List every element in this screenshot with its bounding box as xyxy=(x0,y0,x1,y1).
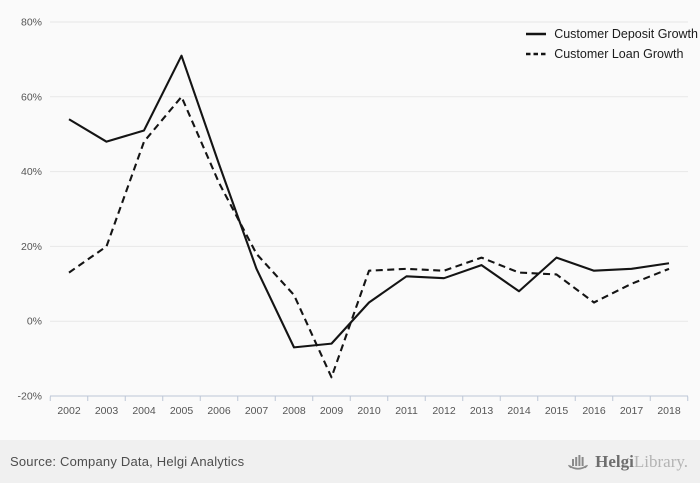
x-tick-label: 2014 xyxy=(507,405,531,417)
dashed-line-marker xyxy=(526,52,547,56)
chart-legend: Customer Deposit Growth Customer Loan Gr… xyxy=(525,24,698,64)
x-tick-label: 2008 xyxy=(282,405,306,417)
y-tick-label: 80% xyxy=(21,17,42,29)
x-tick-label: 2003 xyxy=(95,405,119,417)
legend-label-deposit-growth: Customer Deposit Growth xyxy=(554,27,698,41)
x-tick-label: 2017 xyxy=(620,405,644,417)
helgi-library-logo[interactable]: Helgi Library. xyxy=(567,451,688,473)
x-tick-label: 2006 xyxy=(207,405,231,417)
legend-label-loan-growth: Customer Loan Growth xyxy=(554,47,684,61)
x-tick-label: 2016 xyxy=(582,405,606,417)
x-tick-label: 2012 xyxy=(432,405,456,417)
logo-text: Helgi Library. xyxy=(595,452,688,472)
x-tick-label: 2005 xyxy=(170,405,194,417)
y-tick-label: 60% xyxy=(21,91,42,103)
x-tick-label: 2007 xyxy=(245,405,269,417)
logo-text-library: Library. xyxy=(633,451,688,471)
x-tick-label: 2018 xyxy=(657,405,681,417)
helgi-ship-icon xyxy=(568,454,589,470)
growth-line-chart: 80% 60% 40% 20% 0% -20% 2002 2003 2004 2005 2006 20… xyxy=(17,17,689,417)
x-tick-label: 2004 xyxy=(132,405,156,417)
x-tick-label: 2013 xyxy=(470,405,494,417)
logo-text-helgi: Helgi xyxy=(595,451,634,471)
y-tick-label: 40% xyxy=(21,166,42,178)
legend-item-loan-growth: Customer Loan Growth xyxy=(525,44,698,64)
y-tick-label: 20% xyxy=(21,241,42,253)
legend-item-deposit-growth: Customer Deposit Growth xyxy=(525,24,698,44)
x-tick-label: 2002 xyxy=(57,405,81,417)
x-tick-label: 2010 xyxy=(357,405,381,417)
series-solid-line xyxy=(68,54,670,349)
x-tick-label: 2015 xyxy=(545,405,569,417)
source-text: Source: Company Data, Helgi Analytics xyxy=(10,454,245,469)
footer: Source: Company Data, Helgi Analytics He… xyxy=(0,440,700,483)
y-tick-label: -20% xyxy=(17,391,42,403)
y-tick-label: 0% xyxy=(27,316,42,328)
series-dashed-line xyxy=(68,95,670,379)
x-tick-label: 2011 xyxy=(395,405,418,417)
solid-line-marker xyxy=(526,32,547,36)
x-tick-label: 2009 xyxy=(320,405,344,417)
